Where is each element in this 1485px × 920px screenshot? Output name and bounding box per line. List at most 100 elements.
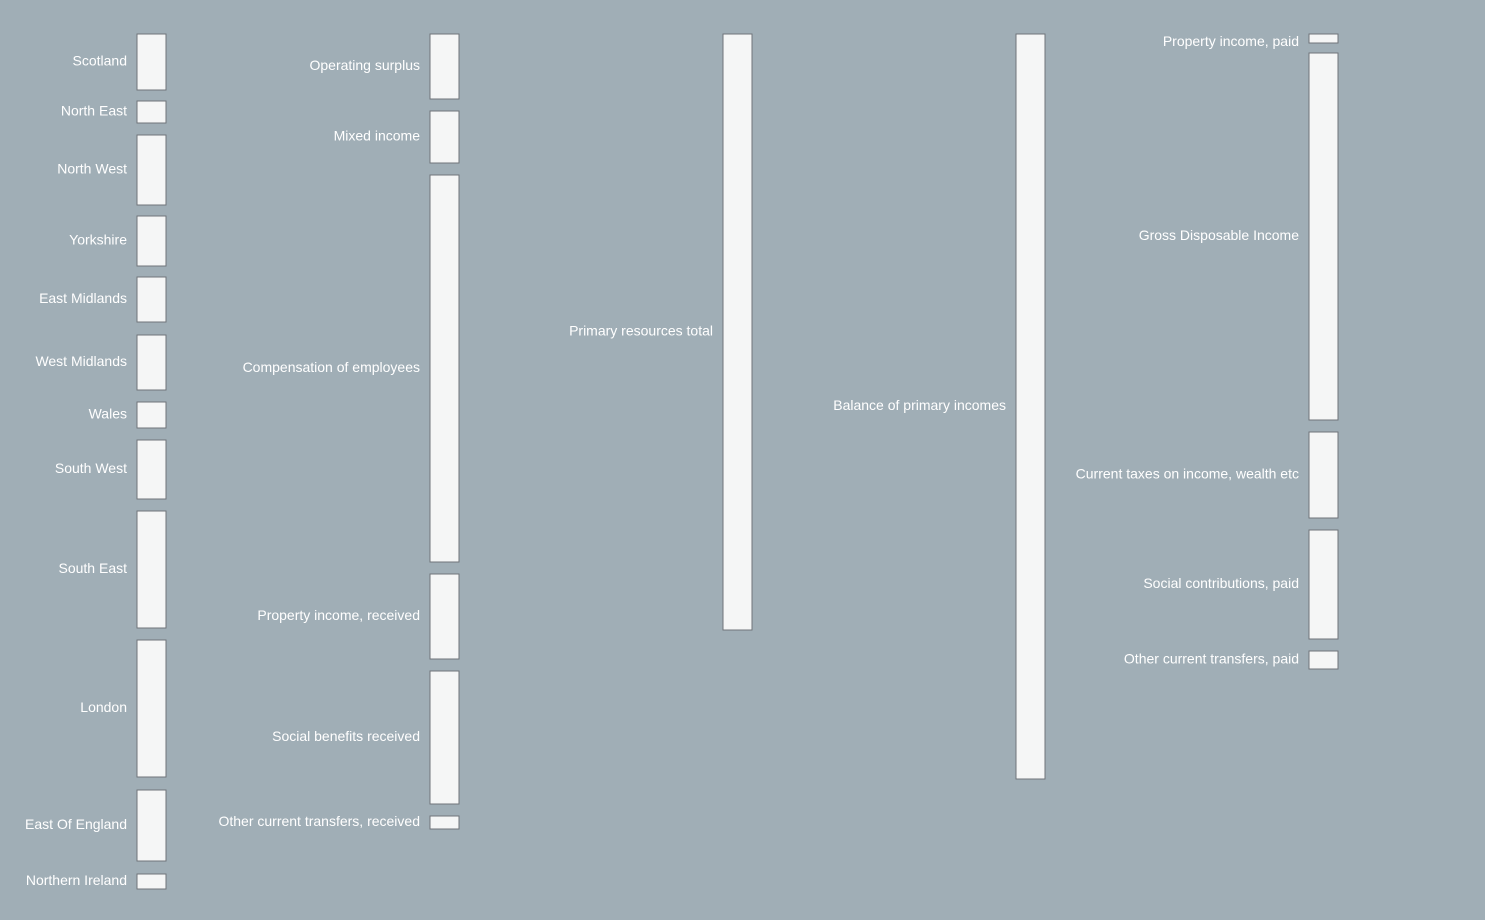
link-south-west-to-other-current-transfers-received: [166, 464, 430, 824]
link-south-east-to-property-income-received: [166, 545, 430, 655]
link-compensation-of-employees-to-primary-total: [459, 370, 723, 389]
link-compensation-of-employees-to-primary-total: [459, 271, 723, 306]
link-other-current-transfers-received-to-balance: [459, 781, 1016, 829]
link-north-east-to-mixed-income: [166, 102, 430, 118]
node-other-current-transfers-received[interactable]: [429, 815, 460, 830]
node-scotland[interactable]: [136, 33, 167, 91]
node-mixed-income[interactable]: [429, 110, 460, 164]
link-compensation-of-employees-to-primary-total: [459, 651, 723, 663]
link-west-midlands-to-other-current-transfers-received: [166, 357, 430, 822]
link-balance-to-current-taxes-on-income-wealth-etc: [1045, 432, 1309, 456]
node-property-income-paid[interactable]: [1308, 33, 1339, 44]
node-primary-resources-total[interactable]: [722, 33, 753, 631]
link-northern-ireland-to-property-income-received: [166, 696, 430, 880]
link-primary-total-to-balance: [752, 280, 1016, 302]
link-compensation-of-employees-to-primary-total: [459, 172, 723, 211]
link-other-current-transfers-received-to-balance: [459, 771, 1016, 820]
link-mixed-income-to-primary-total: [459, 171, 723, 173]
link-compensation-of-employees-to-primary-total: [459, 333, 723, 372]
link-east-midlands-to-property-income-received: [166, 290, 430, 610]
link-scotland-to-operating-surplus: [166, 34, 430, 41]
link-balance-to-current-taxes-on-income-wealth-etc: [1045, 443, 1309, 468]
link-northern-ireland-to-compensation-of-employees: [166, 653, 430, 885]
link-primary-total-to-balance: [752, 80, 1016, 99]
link-balance-to-gross-disposable-income: [1045, 299, 1309, 376]
node-south-west[interactable]: [136, 439, 167, 500]
link-operating-surplus-to-primary-total: [459, 51, 723, 57]
link-social-benefits-received-to-balance: [459, 642, 1016, 688]
node-yorkshire[interactable]: [136, 215, 167, 267]
link-balance-to-current-taxes-on-income-wealth-etc: [1045, 438, 1309, 461]
link-london-to-property-income-received: [166, 655, 430, 708]
node-current-taxes-on-income-wealth-etc[interactable]: [1308, 431, 1339, 519]
link-north-east-to-social-benefits-received: [166, 108, 430, 687]
node-property-income-received[interactable]: [429, 573, 460, 660]
link-property-income-received-to-primary-total: [459, 655, 723, 769]
link-operating-surplus-to-primary-total: [459, 57, 723, 62]
link-property-income-received-to-primary-total: [459, 586, 723, 682]
link-operating-surplus-to-primary-total: [459, 62, 723, 68]
link-other-current-transfers-received-to-balance: [459, 779, 1016, 828]
node-northern-ireland[interactable]: [136, 873, 167, 890]
link-balance-to-other-current-transfers-paid: [1045, 614, 1309, 653]
label-east-midlands: East Midlands: [39, 290, 127, 306]
node-other-current-transfers-paid[interactable]: [1308, 650, 1339, 670]
link-social-benefits-received-to-balance: [459, 697, 1016, 745]
link-north-east-to-other-current-transfers-received: [166, 110, 430, 818]
node-social-benefits-received[interactable]: [429, 670, 460, 805]
link-social-benefits-received-to-balance: [459, 764, 1016, 810]
link-london-to-other-current-transfers-received: [166, 695, 430, 828]
link-property-income-received-to-primary-total: [459, 635, 723, 742]
link-other-current-transfers-received-to-balance: [459, 777, 1016, 826]
label-other-current-transfers-paid: Other current transfers, paid: [1124, 651, 1299, 667]
link-other-current-transfers-received-to-balance: [459, 769, 1016, 817]
link-other-current-transfers-received-to-balance: [459, 774, 1016, 822]
link-east-of-england-to-compensation-of-employees: [166, 605, 430, 844]
link-balance-to-gross-disposable-income: [1045, 146, 1309, 177]
node-compensation-of-employees[interactable]: [429, 174, 460, 563]
node-balance-of-primary-incomes[interactable]: [1015, 33, 1046, 780]
label-wales: Wales: [89, 406, 127, 422]
link-compensation-of-employees-to-primary-total: [459, 224, 723, 273]
node-north-west[interactable]: [136, 134, 167, 206]
link-primary-total-to-balance: [752, 302, 1016, 350]
node-london[interactable]: [136, 639, 167, 778]
link-mixed-income-to-primary-total: [459, 165, 723, 171]
node-social-contributions-paid[interactable]: [1308, 529, 1339, 640]
label-gross-disposable-income: Gross Disposable Income: [1139, 227, 1300, 243]
link-operating-surplus-to-primary-total: [459, 109, 723, 111]
node-north-east[interactable]: [136, 100, 167, 124]
node-gross-disposable-income[interactable]: [1308, 52, 1339, 421]
link-north-east-to-property-income-received: [166, 107, 430, 586]
link-mixed-income-to-primary-total: [459, 144, 723, 154]
node-east-of-england[interactable]: [136, 789, 167, 862]
link-mixed-income-to-primary-total: [459, 131, 723, 136]
link-east-of-england-to-mixed-income: [166, 165, 430, 798]
label-operating-surplus: Operating surplus: [309, 57, 420, 73]
node-wales[interactable]: [136, 401, 167, 429]
link-operating-surplus-to-primary-total: [459, 41, 723, 43]
link-other-current-transfers-received-to-balance: [459, 774, 1016, 822]
link-balance-to-current-taxes-on-income-wealth-etc: [1045, 490, 1309, 516]
label-current-taxes-on-income-wealth-etc: Current taxes on income, wealth etc: [1076, 466, 1299, 482]
link-operating-surplus-to-primary-total: [459, 101, 723, 109]
node-west-midlands[interactable]: [136, 334, 167, 391]
node-south-east[interactable]: [136, 510, 167, 629]
link-property-income-received-to-primary-total: [459, 682, 723, 782]
link-london-to-mixed-income: [166, 153, 430, 655]
link-west-midlands-to-operating-surplus: [166, 62, 430, 341]
link-east-midlands-to-social-benefits-received: [166, 292, 430, 726]
link-balance-to-social-contributions-paid: [1045, 532, 1309, 567]
link-scotland-to-mixed-income: [166, 36, 430, 116]
link-primary-total-to-balance: [752, 235, 1016, 281]
link-balance-to-current-taxes-on-income-wealth-etc: [1045, 414, 1309, 439]
link-west-midlands-to-mixed-income: [166, 131, 430, 342]
link-primary-total-to-balance: [752, 198, 1016, 235]
link-compensation-of-employees-to-primary-total: [459, 387, 723, 426]
link-north-west-to-other-current-transfers-received: [166, 164, 430, 820]
label-property-income-paid: Property income, paid: [1163, 33, 1299, 49]
link-balance-to-social-contributions-paid: [1045, 502, 1309, 538]
node-operating-surplus[interactable]: [429, 33, 460, 100]
node-east-midlands[interactable]: [136, 276, 167, 323]
link-mixed-income-to-primary-total: [459, 153, 723, 165]
